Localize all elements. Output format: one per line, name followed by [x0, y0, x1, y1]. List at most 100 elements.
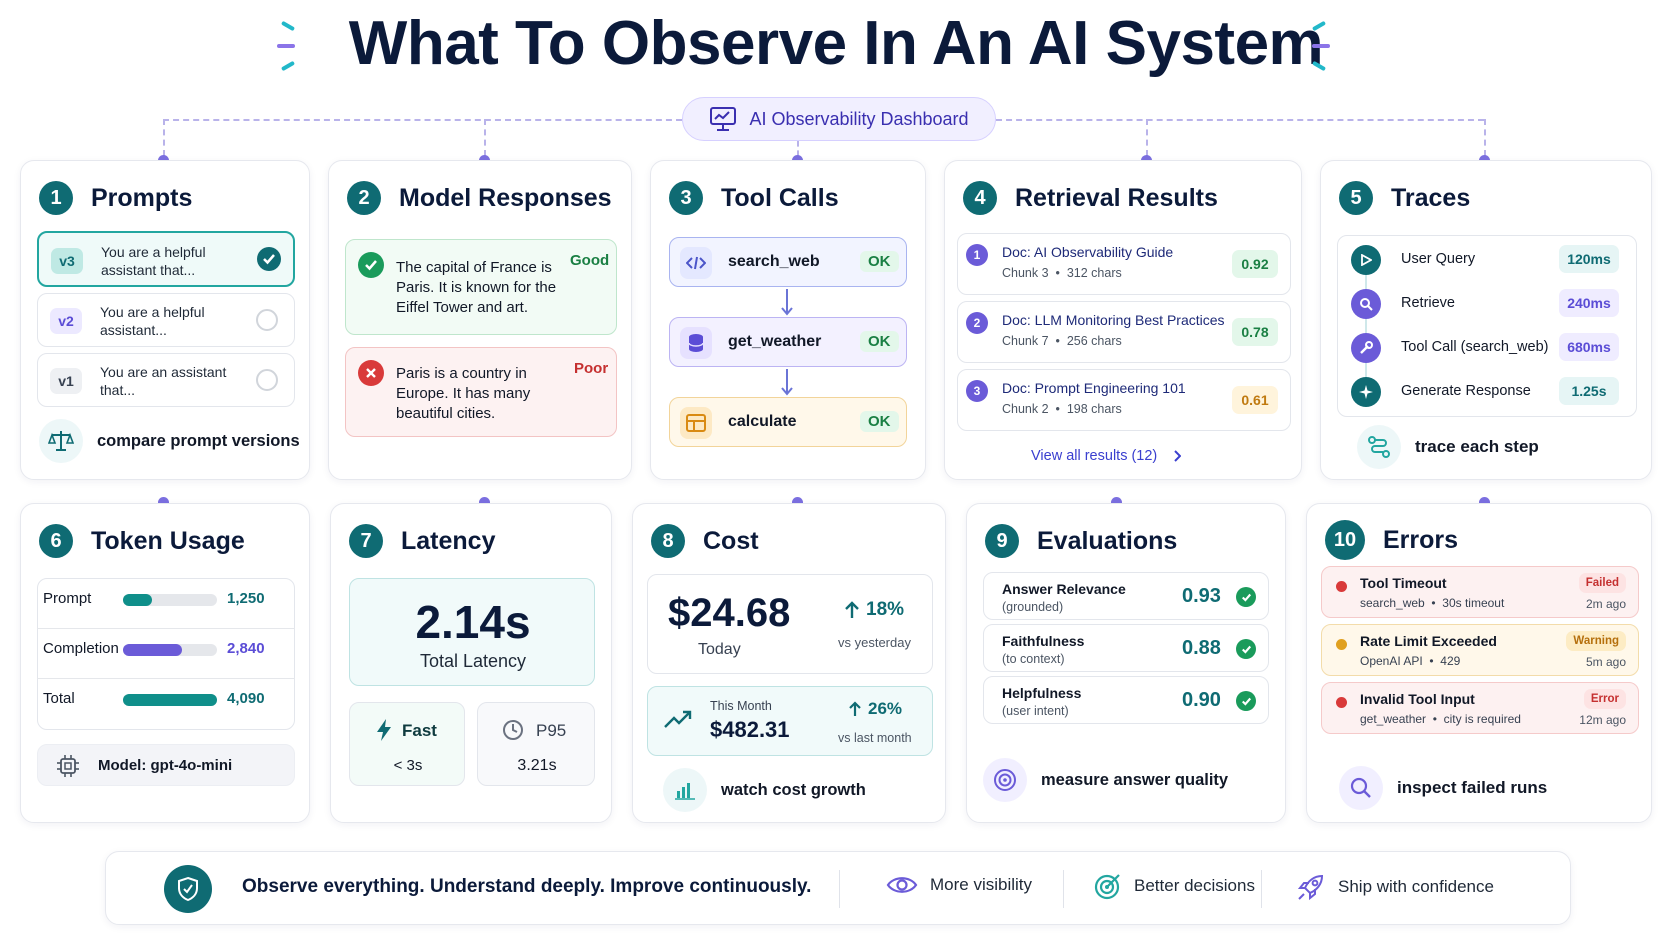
search-icon	[1351, 289, 1381, 319]
fast-sub: < 3s	[393, 757, 423, 774]
database-icon	[680, 327, 712, 359]
error-row[interactable]: Tool Timeout search_web • 30s timeout Fail…	[1321, 566, 1639, 618]
radio-button[interactable]	[256, 369, 278, 391]
clock-icon	[503, 720, 523, 740]
latency-title: Latency	[401, 526, 496, 555]
tool-calls-card: 3 Tool Calls search_web OK get_weather OK…	[650, 160, 926, 480]
response-good[interactable]: The capital of France is Paris. It is kn…	[345, 239, 617, 335]
p95-value: 3.21s	[517, 757, 557, 774]
trend-up-icon	[664, 710, 692, 728]
total-latency-label: Total Latency	[419, 651, 527, 671]
cost-card: 8 Cost $24.68 Today 18% vs yesterday This…	[632, 503, 946, 823]
responses-number: 2	[347, 181, 381, 215]
error-row[interactable]: Rate Limit Exceeded OpenAI API • 429 Warni…	[1321, 624, 1639, 676]
tools-number: 3	[669, 181, 703, 215]
evaluations-footer: measure answer quality	[983, 758, 1228, 802]
today-cost-value: $24.68	[668, 591, 791, 635]
retrieval-doc[interactable]: 3 Doc: Prompt Engineering 101 Chunk 2 • …	[957, 369, 1291, 431]
status-badge: OK	[860, 411, 899, 432]
tool-call-item[interactable]: get_weather OK	[669, 317, 907, 367]
title-decoration-right	[1308, 20, 1332, 74]
token-usage-bar-fill	[123, 594, 153, 606]
sparkle-icon	[1351, 377, 1381, 407]
today-cost-label: Today	[698, 641, 741, 658]
dashboard-label: AI Observability Dashboard	[749, 108, 969, 129]
banner-item-label: More visibility	[930, 875, 1033, 894]
cost-footer: watch cost growth	[663, 768, 866, 812]
footer-text: measure answer quality	[1041, 770, 1229, 789]
connector-dot	[1479, 497, 1490, 508]
radio-button[interactable]	[256, 309, 278, 331]
tool-call-item[interactable]: calculate OK	[669, 397, 907, 447]
status-dot-icon	[1336, 697, 1347, 708]
prompt-text: assistant...	[100, 322, 167, 338]
trace-step-name: Tool Call (search_web)	[1401, 339, 1549, 355]
banner-message: Observe everything. Understand deeply. I…	[242, 876, 812, 897]
errors-card: 10 Errors inspect failed runs Tool Timeou…	[1306, 503, 1652, 823]
banner-item-decisions: Better decisions	[1094, 872, 1255, 900]
connector	[163, 119, 682, 121]
prompts-card: 1 Prompts v3 You are a helpful assistant t…	[20, 160, 310, 480]
token-row-value: 1,250	[227, 590, 265, 607]
token-usage-bar	[123, 644, 217, 656]
divider	[37, 628, 295, 629]
retrieval-doc[interactable]: 1 Doc: AI Observability Guide Chunk 3 • …	[957, 233, 1291, 295]
doc-title: Doc: Prompt Engineering 101	[1002, 380, 1186, 396]
check-circle-icon	[1236, 691, 1256, 711]
banner-item-label: Ship with confidence	[1338, 877, 1494, 896]
doc-title: Doc: AI Observability Guide	[1002, 244, 1174, 260]
footer-text: compare prompt versions	[97, 431, 300, 450]
trace-step-name: User Query	[1401, 251, 1476, 267]
cost-title: Cost	[703, 526, 759, 555]
view-all-link[interactable]: View all results (12)	[1031, 448, 1182, 464]
response-poor[interactable]: Paris is a country in Europe. It has man…	[345, 347, 617, 437]
x-circle-icon	[358, 360, 384, 386]
token-usage-bar	[123, 594, 217, 606]
month-compare: vs last month	[838, 731, 912, 745]
route-icon	[1357, 425, 1401, 469]
eval-score: 0.88	[1182, 637, 1221, 659]
arrow-up-icon	[849, 701, 861, 716]
evaluation-row[interactable]: Faithfulness (to context) 0.88	[983, 624, 1269, 672]
evaluation-row[interactable]: Helpfulness (user intent) 0.90	[983, 676, 1269, 724]
response-text: The capital of France is Paris. It is kn…	[396, 259, 557, 316]
responses-title: Model Responses	[399, 183, 612, 212]
prompt-version-v1[interactable]: v1 You are an assistant that...	[37, 353, 295, 407]
banner-item-label: Better decisions	[1134, 876, 1255, 895]
error-title: Invalid Tool Input	[1360, 691, 1475, 707]
evaluation-row[interactable]: Answer Relevance (grounded) 0.93	[983, 572, 1269, 620]
month-change-value: 26%	[868, 699, 903, 718]
tool-call-item[interactable]: search_web OK	[669, 237, 907, 287]
error-detail: OpenAI API	[1360, 654, 1423, 668]
bar-chart-icon	[663, 768, 707, 812]
prompt-text: You are a helpful	[100, 304, 205, 320]
doc-chars: 198 chars	[1066, 402, 1122, 416]
retrieval-doc[interactable]: 2 Doc: LLM Monitoring Best Practices Chu…	[957, 301, 1291, 363]
token-usage-bar-fill	[123, 694, 217, 706]
check-circle-icon	[358, 252, 384, 278]
traces-title: Traces	[1391, 183, 1471, 212]
prompt-version-v2[interactable]: v2 You are a helpful assistant...	[37, 293, 295, 347]
dashboard-pill[interactable]: AI Observability Dashboard	[682, 97, 996, 141]
errors-footer: inspect failed runs	[1339, 766, 1547, 810]
page-title: What To Observe In An AI System	[348, 9, 1324, 78]
connector	[797, 141, 799, 156]
today-change-value: 18%	[866, 599, 905, 620]
code-icon	[680, 247, 712, 279]
error-row[interactable]: Invalid Tool Input get_weather • city is …	[1321, 682, 1639, 734]
divider	[1261, 870, 1262, 908]
response-text: Paris is a country in Europe. It has man…	[396, 365, 531, 422]
eval-name: Helpfulness	[1002, 685, 1082, 701]
prompt-version-v3[interactable]: v3 You are a helpful assistant that...	[37, 231, 295, 287]
status-dot-icon	[1336, 581, 1347, 592]
token-usage-card: 6 Token Usage Model: gpt-4o-mini Prompt 1,…	[20, 503, 310, 823]
error-status-badge: Error	[1583, 689, 1626, 709]
arrow-down-icon	[781, 369, 793, 396]
eval-name: Answer Relevance	[1002, 581, 1126, 597]
connector	[996, 119, 1484, 121]
token-row-value: 4,090	[227, 690, 265, 707]
token-row-value: 2,840	[227, 640, 265, 657]
prompts-footer: compare prompt versions	[39, 419, 300, 463]
connector	[1146, 119, 1148, 156]
